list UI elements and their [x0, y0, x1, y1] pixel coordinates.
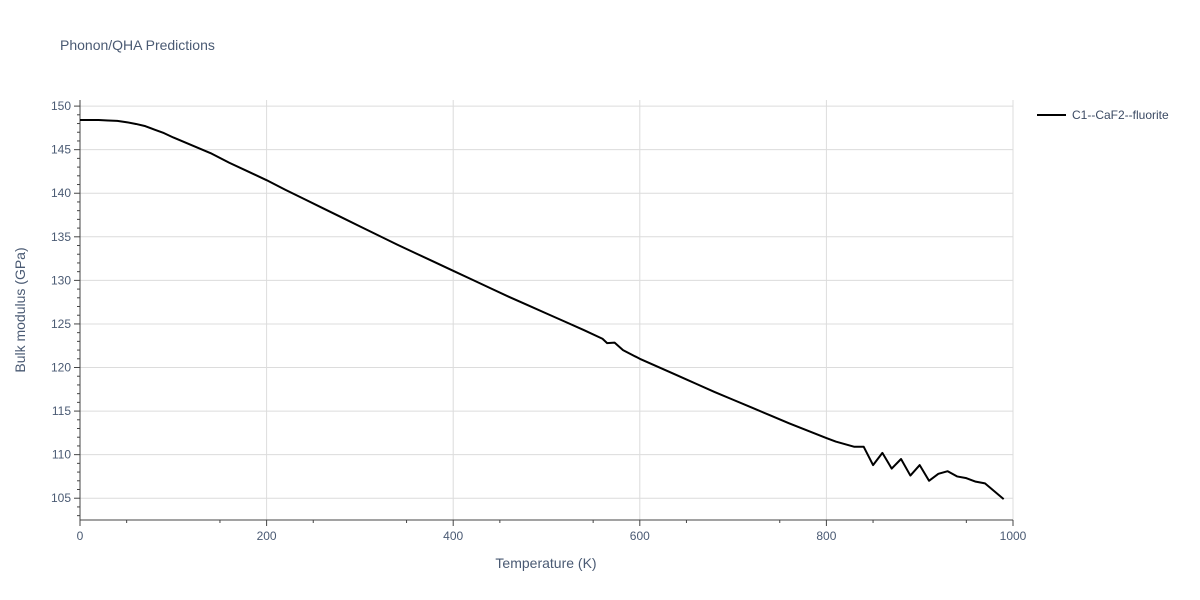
y-tick-label: 145	[51, 143, 71, 157]
x-tick-label: 800	[816, 529, 836, 543]
x-axis-title: Temperature (K)	[495, 555, 596, 571]
series-line	[80, 119, 1005, 500]
y-tick-label: 115	[52, 404, 71, 418]
y-tick-label: 110	[52, 448, 71, 462]
series-layer	[80, 119, 1005, 500]
legend[interactable]: C1--CaF2--fluorite	[1037, 108, 1169, 122]
y-tick-label: 125	[51, 317, 71, 331]
x-tick-label: 400	[443, 529, 463, 543]
y-tick-label: 140	[51, 186, 71, 200]
y-tick-label: 150	[51, 99, 71, 113]
grid	[80, 100, 1014, 520]
y-tick-label: 135	[51, 230, 71, 244]
legend-label: C1--CaF2--fluorite	[1072, 108, 1169, 122]
x-tick-label: 0	[77, 529, 84, 543]
x-tick-label: 1000	[1000, 529, 1027, 543]
axes: 0 200 400 600 800 1000 105 110 115 120 125 130 135 14…	[51, 99, 1027, 543]
y-axis-title: Bulk modulus (GPa)	[12, 247, 28, 372]
y-tick-label: 120	[51, 361, 71, 375]
x-tick-label: 600	[630, 529, 650, 543]
y-tick-label: 130	[51, 273, 71, 287]
chart-title: Phonon/QHA Predictions	[60, 37, 215, 53]
y-tick-label: 105	[51, 491, 71, 505]
x-tick-label: 200	[257, 529, 277, 543]
